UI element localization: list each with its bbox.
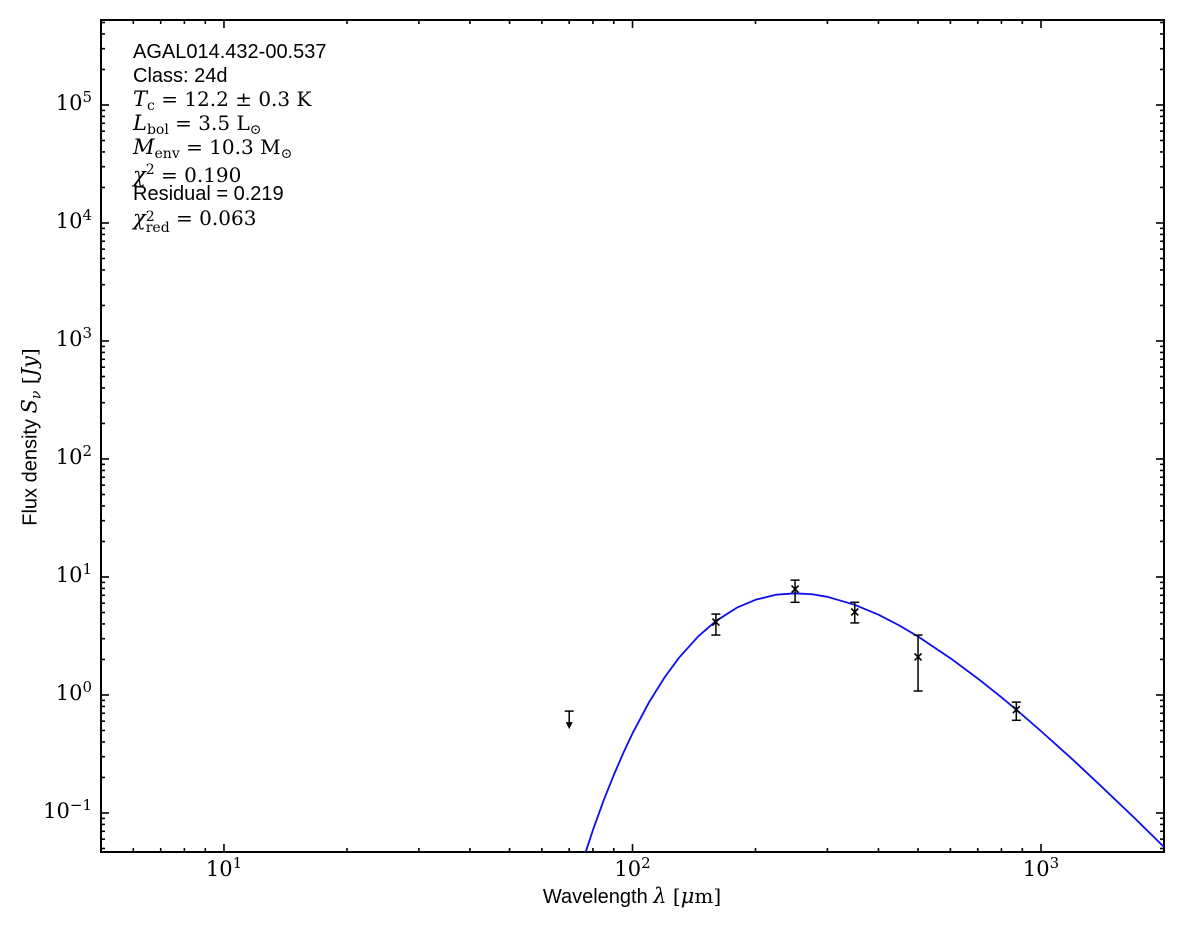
x-axis-label: Wavelength λ [μm] xyxy=(543,884,721,909)
text-segment: env xyxy=(154,145,180,162)
text-segment: AGAL014.432-00.537 xyxy=(133,41,327,63)
x-marker xyxy=(850,607,859,617)
class-label: Class: 24d xyxy=(133,65,327,89)
text-segment: S xyxy=(17,399,42,414)
y-tick-label: 101 xyxy=(55,559,92,587)
y-axis-label: Flux density Sν [Jy] xyxy=(18,348,45,525)
stacked-script: 2 red xyxy=(145,208,170,236)
text-segment: c xyxy=(147,98,155,115)
x-marker xyxy=(1012,705,1021,714)
y-tick-label: 103 xyxy=(55,323,92,351)
text-segment: χ xyxy=(133,163,146,188)
fit-parameters-annotation: AGAL014.432-00.537 Class: 24d Tc = 12.2 ± … xyxy=(133,41,327,236)
text-segment: λ xyxy=(653,884,667,908)
y-tick-label: 102 xyxy=(55,441,92,469)
text-segment: χ xyxy=(133,205,146,230)
residual: Residual = 0.219 xyxy=(133,183,327,207)
x-marker xyxy=(791,584,800,594)
text-segment: [ xyxy=(666,884,681,908)
text-segment: = 10.3 M xyxy=(179,134,281,159)
text-segment: Flux density xyxy=(19,413,42,526)
chi-squared-reduced: χ 2 red = 0.063 xyxy=(133,205,327,236)
text-segment: bol xyxy=(146,122,169,139)
x-tick-label: 102 xyxy=(614,854,651,882)
y-tick-label: 10−1 xyxy=(43,795,92,823)
text-segment: ν xyxy=(28,390,45,400)
text-segment: μ xyxy=(680,884,695,908)
text-segment: Jy xyxy=(17,356,42,377)
chi-squared: χ2 = 0.190 xyxy=(133,159,327,187)
luminosity: Lbol = 3.5 L⊙ xyxy=(133,111,327,139)
text-segment: Wavelength xyxy=(542,886,654,908)
x-marker xyxy=(711,617,720,627)
x-tick-label: 101 xyxy=(205,854,243,882)
temperature: Tc = 12.2 ± 0.3 K xyxy=(133,87,327,115)
source-name: AGAL014.432-00.537 xyxy=(133,41,327,65)
text-segment: M xyxy=(133,134,155,159)
text-segment: Residual = 0.219 xyxy=(133,183,284,206)
upper-limit-arrowhead xyxy=(565,722,573,730)
text-segment: = 3.5 L xyxy=(168,111,250,136)
text-segment: 2 xyxy=(145,162,155,179)
x-tick-label: 103 xyxy=(1022,854,1060,882)
y-tick-label: 104 xyxy=(55,205,92,233)
text-segment: Class: 24d xyxy=(133,64,228,87)
text-segment: m] xyxy=(694,884,722,908)
text-segment: [ xyxy=(17,376,42,391)
x-marker xyxy=(913,652,923,662)
text-segment: = 0.063 xyxy=(169,205,257,230)
text-segment: ⊙ xyxy=(280,145,293,162)
text-segment: T xyxy=(133,87,148,112)
text-segment: = 0.190 xyxy=(154,163,242,188)
envelope-mass: Menv = 10.3 M⊙ xyxy=(133,134,327,162)
text-segment: ⊙ xyxy=(249,122,262,139)
y-tick-label: 105 xyxy=(55,87,92,115)
y-tick-label: 100 xyxy=(55,677,92,705)
text-segment: L xyxy=(133,111,147,136)
text-segment: = 12.2 ± 0.3 K xyxy=(154,87,312,112)
